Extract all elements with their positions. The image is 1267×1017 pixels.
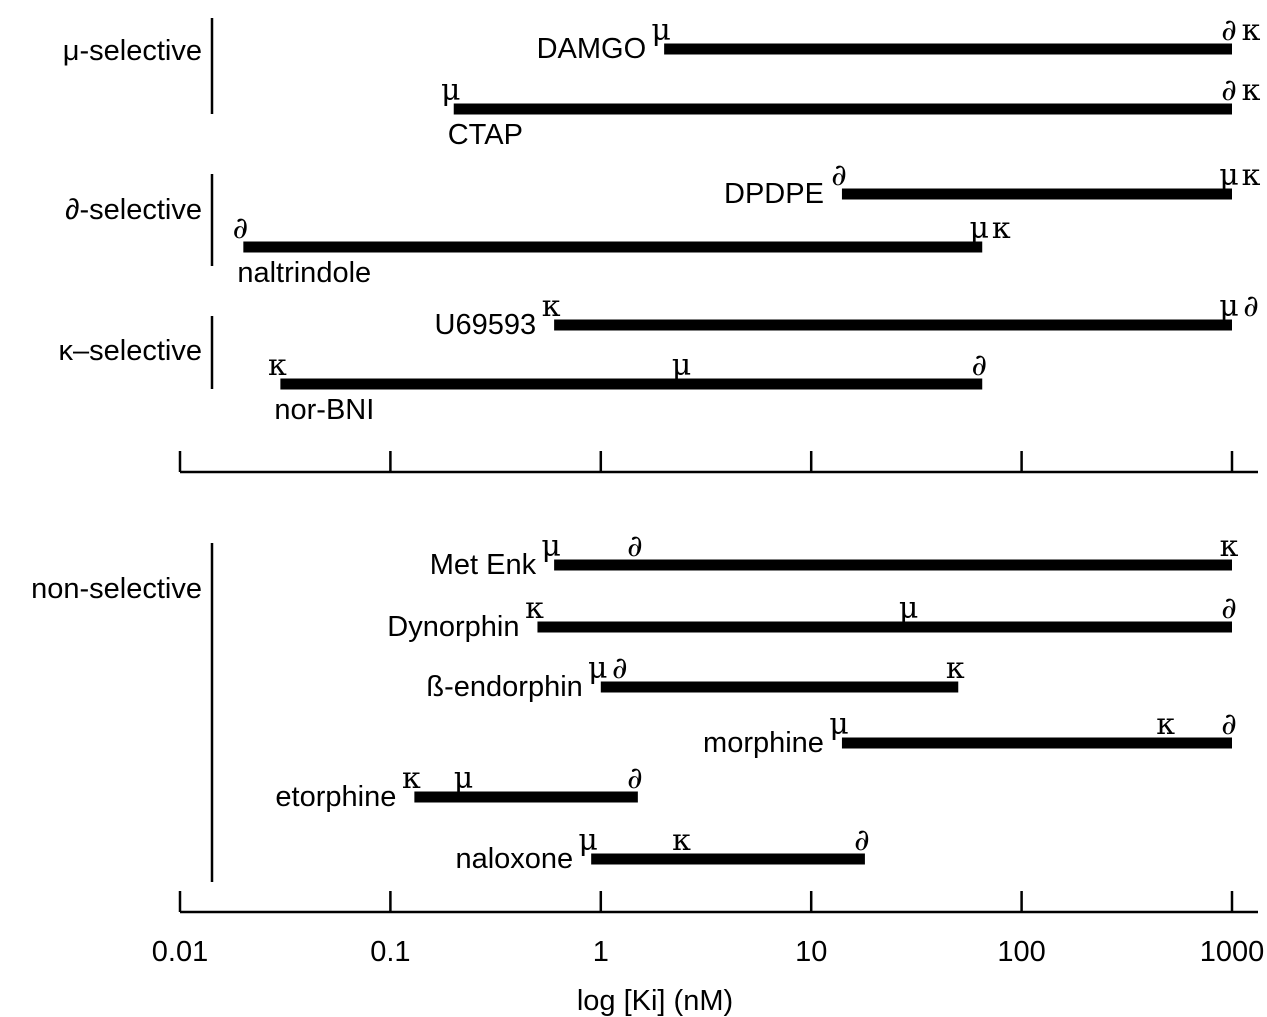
x-axis-label: log [Ki] (nM) <box>577 985 733 1017</box>
drug-label-naloxone: naloxone <box>455 843 573 875</box>
x-tick-label-1000: 1000 <box>1200 936 1265 968</box>
receptor-met-enk-mu: μ <box>541 529 561 564</box>
receptor-dpdpe-delta: ∂ <box>831 158 847 193</box>
receptor-damgo-mu: μ <box>651 13 671 48</box>
bar-naloxone <box>591 853 865 865</box>
receptor-u69593-delta: ∂ <box>1243 289 1259 324</box>
receptor-naltrindole-delta: ∂ <box>233 211 249 246</box>
receptor-dynorphin-delta: ∂ <box>1221 591 1237 626</box>
bar-nor-bni <box>280 378 983 390</box>
drug-labels-layer: DAMGO CTAP DPDPE naltrindole U69593 nor-BNI Me… <box>237 33 824 875</box>
receptor-dynorphin-mu: μ <box>899 591 919 626</box>
receptor-morphine-delta: ∂ <box>1221 707 1237 742</box>
group-label-kappa: κ–selective <box>59 335 202 367</box>
drug-label-morphine: morphine <box>703 727 824 759</box>
receptor-ctap-kappa: κ <box>1242 73 1261 108</box>
group-label-delta: ∂-selective <box>65 194 202 226</box>
receptor-naloxone-delta: ∂ <box>854 823 870 858</box>
receptor-met-enk-kappa: κ <box>1220 529 1239 564</box>
group-label-nonsel: non-selective <box>31 573 202 605</box>
receptor-naloxone-mu: μ <box>578 823 598 858</box>
bar-dpdpe <box>841 188 1232 200</box>
receptor-nor-bni-kappa: κ <box>268 348 287 383</box>
receptor-morphine-kappa: κ <box>1156 707 1175 742</box>
receptor-etorphine-mu: μ <box>454 761 474 796</box>
receptor-nor-bni-delta: ∂ <box>971 348 987 383</box>
x-tick-label-10: 10 <box>795 936 827 968</box>
receptor-ctap-mu: μ <box>441 73 461 108</box>
drug-label-dynorphin: Dynorphin <box>387 611 519 643</box>
receptor-met-enk-delta: ∂ <box>627 529 643 564</box>
drug-label-nor-bni: nor-BNI <box>274 394 374 426</box>
receptor-endorphin-mu: μ <box>588 651 608 686</box>
drug-label-met-enk: Met Enk <box>430 549 537 581</box>
receptor-u69593-mu: μ <box>1219 289 1239 324</box>
drug-label-dpdpe: DPDPE <box>724 178 824 210</box>
drug-label-ctap: CTAP <box>448 119 523 151</box>
bar-morphine <box>841 737 1232 749</box>
receptor-damgo-kappa: κ <box>1242 13 1261 48</box>
bar-damgo <box>664 43 1232 55</box>
receptor-etorphine-kappa: κ <box>402 761 421 796</box>
receptor-ctap-delta: ∂ <box>1221 73 1237 108</box>
receptor-etorphine-delta: ∂ <box>627 761 643 796</box>
receptor-nor-bni-mu: μ <box>672 348 692 383</box>
group-label-mu: μ-selective <box>63 35 202 67</box>
receptor-dpdpe-kappa: κ <box>1242 158 1261 193</box>
bar-ctap <box>453 103 1233 115</box>
bar-naltrindole <box>243 241 983 253</box>
group-labels-layer: μ-selective ∂-selective κ–selective non-sel… <box>31 18 214 882</box>
receptor-morphine-mu: μ <box>829 707 849 742</box>
axes-layer: 0.01 0.1 1 10 100 1000 <box>152 451 1264 968</box>
drug-label-endorphin: ß-endorphin <box>426 671 582 703</box>
receptor-naltrindole-mu: μ <box>969 211 989 246</box>
drug-label-damgo: DAMGO <box>537 33 647 65</box>
receptor-naltrindole-kappa: κ <box>992 211 1011 246</box>
receptor-naloxone-kappa: κ <box>672 823 691 858</box>
receptor-dynorphin-kappa: κ <box>525 591 544 626</box>
bar-dynorphin <box>537 621 1232 633</box>
drug-label-naltrindole: naltrindole <box>237 257 371 289</box>
x-tick-label-100: 100 <box>997 936 1045 968</box>
bar-etorphine <box>414 791 638 803</box>
drug-label-u69593: U69593 <box>435 309 537 341</box>
bar-u69593 <box>554 319 1232 331</box>
receptor-labels-layer: μ ∂ κμ ∂ κ∂ μ κ∂ μ κκ μ ∂κ μ ∂μ ∂ κκ μ ∂μ ∂ κμ κ ∂κ μ ∂μ κ ∂ <box>233 13 1261 858</box>
receptor-endorphin-kappa: κ <box>946 651 965 686</box>
x-tick-label-1: 1 <box>593 936 609 968</box>
bar-met-enk <box>554 559 1232 571</box>
receptor-endorphin-delta: ∂ <box>612 651 628 686</box>
x-tick-label-0-01: 0.01 <box>152 936 208 968</box>
receptor-u69593-kappa: κ <box>542 289 561 324</box>
drug-label-etorphine: etorphine <box>275 781 396 813</box>
bar-endorphin <box>600 681 959 693</box>
receptor-damgo-delta: ∂ <box>1221 13 1237 48</box>
x-tick-label-0-1: 0.1 <box>370 936 410 968</box>
bars-layer <box>243 43 1233 865</box>
receptor-dpdpe-mu: μ <box>1219 158 1239 193</box>
